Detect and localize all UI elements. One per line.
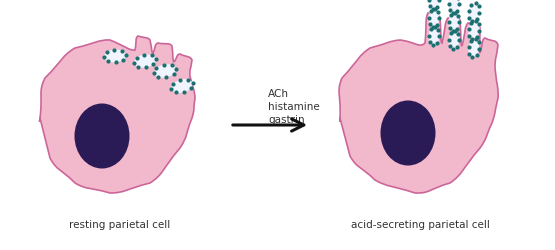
PathPatch shape: [339, 13, 498, 193]
Ellipse shape: [468, 3, 480, 21]
Ellipse shape: [468, 21, 480, 39]
Ellipse shape: [448, 0, 460, 13]
Ellipse shape: [154, 64, 176, 78]
Ellipse shape: [448, 13, 460, 31]
Text: ACh: ACh: [268, 89, 289, 99]
Ellipse shape: [468, 39, 480, 57]
Ellipse shape: [448, 31, 460, 49]
Text: acid-secreting parietal cell: acid-secreting parietal cell: [351, 220, 490, 230]
PathPatch shape: [39, 36, 195, 193]
Ellipse shape: [428, 27, 440, 45]
Ellipse shape: [74, 104, 129, 168]
Ellipse shape: [104, 50, 126, 62]
Text: gastrin: gastrin: [268, 115, 305, 125]
Ellipse shape: [428, 0, 440, 9]
Text: resting parietal cell: resting parietal cell: [69, 220, 170, 230]
Ellipse shape: [171, 79, 193, 93]
Ellipse shape: [381, 100, 436, 166]
Ellipse shape: [428, 9, 440, 27]
Text: histamine: histamine: [268, 102, 320, 112]
Ellipse shape: [134, 54, 156, 68]
